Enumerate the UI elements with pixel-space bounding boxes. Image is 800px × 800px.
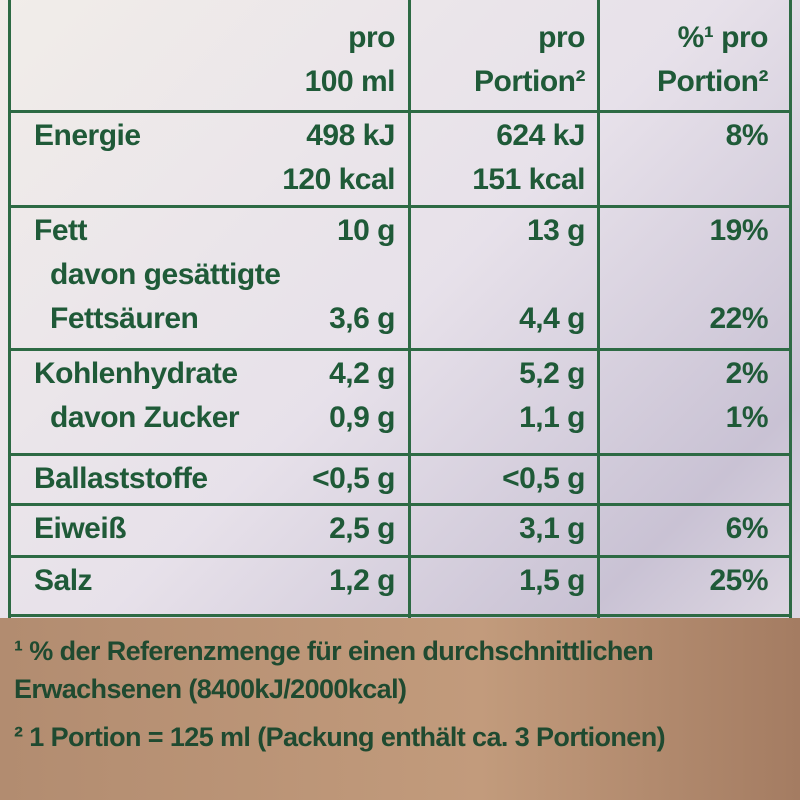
value: 0,9 g — [329, 401, 395, 434]
value: 8% — [725, 119, 769, 152]
border — [408, 0, 411, 618]
value: 1% — [725, 401, 769, 434]
value: 1,1 g — [519, 401, 585, 434]
value: 19% — [709, 214, 768, 247]
row-border — [8, 555, 792, 558]
column-header: Portion² — [657, 65, 768, 98]
value: 1,2 g — [329, 564, 395, 597]
value: 3,6 g — [329, 302, 395, 335]
row-label: davon Zucker — [50, 401, 240, 434]
row-border — [8, 453, 792, 456]
row-label: Fett — [34, 214, 88, 247]
value: <0,5 g — [502, 462, 585, 495]
value: 22% — [709, 302, 768, 335]
value: 10 g — [336, 214, 396, 247]
value: 2,5 g — [329, 512, 395, 545]
row-label: Eiweiß — [34, 512, 127, 545]
value: 624 kJ — [496, 119, 585, 152]
column-header: pro — [538, 21, 585, 54]
column-header: 100 ml — [304, 65, 396, 98]
footnote: ² 1 Portion = 125 ml (Packung enthält ca… — [14, 722, 666, 752]
row-border — [8, 110, 792, 113]
value: 3,1 g — [519, 512, 585, 545]
value: 2% — [725, 357, 769, 390]
value: 120 kcal — [282, 163, 395, 196]
row-border — [8, 348, 792, 351]
row-label: Salz — [34, 564, 93, 597]
value: <0,5 g — [312, 462, 395, 495]
row-border — [8, 503, 792, 506]
value: 4,4 g — [519, 302, 585, 335]
column-header: pro — [348, 21, 395, 54]
footnote: ¹ % der Referenzmenge für einen durchsch… — [14, 636, 654, 704]
border — [8, 0, 11, 618]
row-label: Ballaststoffe — [34, 462, 208, 495]
value: 4,2 g — [329, 357, 395, 390]
value: 6% — [725, 512, 769, 545]
row-border — [8, 205, 792, 208]
row-label: Kohlenhydrate — [34, 357, 238, 390]
footnote-area — [0, 618, 800, 800]
column-header: Portion² — [474, 65, 585, 98]
column-header: %¹ pro — [677, 21, 769, 54]
value: 5,2 g — [519, 357, 585, 390]
row-border — [8, 614, 792, 617]
value: 151 kcal — [472, 163, 585, 196]
value: 1,5 g — [519, 564, 585, 597]
row-label: davon gesättigte — [50, 258, 281, 291]
row-label: Fettsäuren — [50, 302, 199, 335]
value: 13 g — [526, 214, 586, 247]
value: 25% — [709, 564, 768, 597]
row-label: Energie — [34, 119, 141, 152]
border — [597, 0, 600, 618]
value: 498 kJ — [306, 119, 395, 152]
border — [789, 0, 792, 618]
